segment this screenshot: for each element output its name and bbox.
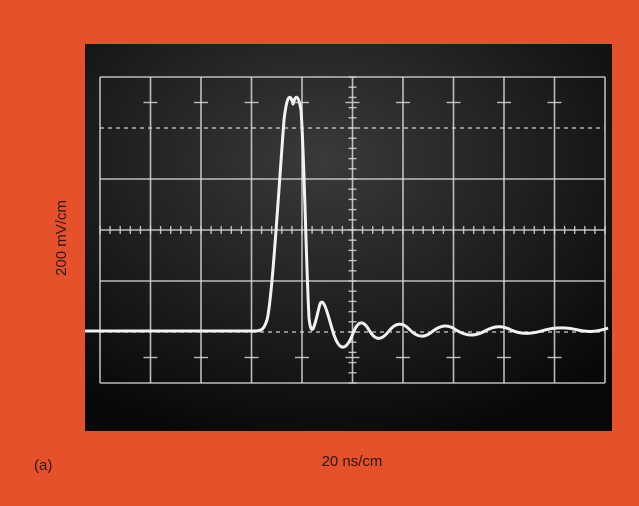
scope-screen — [85, 44, 612, 431]
signal-trace — [85, 95, 609, 349]
y-axis-label: 200 mV/cm — [53, 200, 70, 276]
panel-label: (a) — [34, 457, 52, 474]
x-axis-label: 20 ns/cm — [322, 453, 383, 470]
